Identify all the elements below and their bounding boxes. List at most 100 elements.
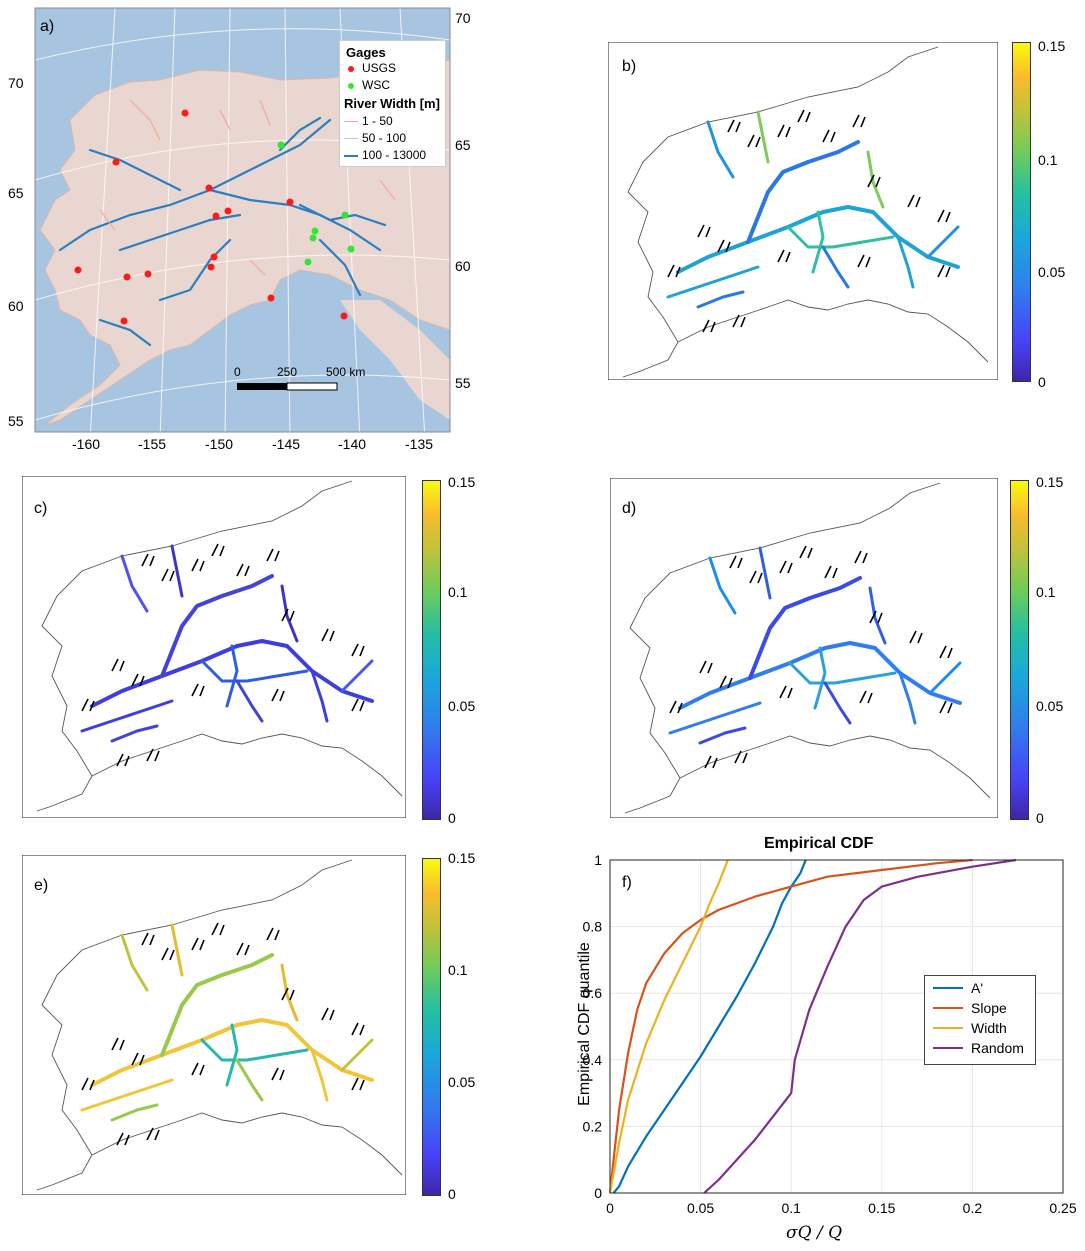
panel-e-map: e) [21, 854, 407, 1196]
colorbar-b-tick-005: 0.05 [1038, 264, 1066, 280]
panel-e-svg [21, 854, 407, 1196]
tributary-segment [824, 565, 838, 579]
width-large-line-icon [344, 155, 358, 157]
cdf-legend: A' Slope Width Random [924, 975, 1036, 1065]
tributary-segment [266, 548, 280, 562]
y-tick-label: 0 [594, 1185, 602, 1201]
map-legend: Gages USGS WSC River Width [m] 1 - 50 50… [339, 40, 446, 167]
cdf-ylabel: Empirical CDF quantile [576, 942, 593, 1106]
colorbar-d-tick-015: 0.15 [1036, 474, 1064, 490]
river-segment [225, 644, 239, 708]
y-tick-label: 0.8 [583, 919, 603, 935]
tributary-segment [211, 922, 225, 936]
tributary-segment [111, 658, 125, 672]
colorbar-d-tick-0: 0 [1036, 810, 1044, 826]
colorbar-e-tick-005: 0.05 [448, 1074, 476, 1090]
panel-c-svg [21, 475, 407, 819]
legend-a: A' [971, 980, 984, 996]
tributary-segment [146, 748, 160, 762]
lat-left-60: 60 [8, 298, 24, 314]
legend-line-random-icon [933, 1047, 963, 1049]
tributary-segment [749, 570, 763, 584]
river-segment [200, 1038, 309, 1062]
river-segment [928, 661, 962, 695]
colorbar-c-tick-015: 0.15 [448, 474, 476, 490]
x-tick-label: 0.1 [781, 1200, 801, 1216]
width-medium-line-icon [344, 138, 358, 139]
usgs-marker-icon [348, 66, 354, 72]
tributary-segment [669, 700, 683, 714]
river-segment [678, 641, 962, 710]
panel-b-map: b) [607, 41, 999, 381]
coastline-outline [36, 480, 403, 812]
tributary-segment [859, 690, 873, 704]
legend-gages-title: Gages [346, 45, 386, 60]
tributary-segment [854, 550, 868, 564]
panel-c-label: c) [34, 500, 48, 517]
tributary-segment [697, 224, 711, 238]
tributary-segment [719, 675, 733, 689]
panel-f-chart: 0 0.05 0.1 0.15 0.2 0.25 0 0.2 0.4 0.6 0.8 1 Empiri… [550, 830, 1085, 1251]
tributary-segment [779, 560, 793, 574]
cdf-series-line [703, 858, 1017, 1194]
tributary-segment [131, 1052, 145, 1066]
river-segment [708, 556, 737, 615]
tributary-segment [867, 174, 881, 188]
tributary-segment [797, 109, 811, 123]
legend-w3: 100 - 13000 [362, 148, 427, 162]
tributary-segment [351, 1022, 365, 1036]
tributary-segment [271, 688, 285, 702]
tributary-segment [747, 134, 761, 148]
river-segment [310, 1048, 329, 1102]
tributary-segment [779, 685, 793, 699]
tributary-segment [777, 249, 791, 263]
tributary-segment [116, 753, 130, 767]
tributary-segment [321, 628, 335, 642]
scalebar-0: 0 [234, 365, 241, 379]
lon-160: -160 [72, 436, 101, 452]
tributary-segment [141, 932, 155, 946]
lon-155: -155 [138, 436, 167, 452]
river-segment [758, 546, 772, 600]
tributary-segment [699, 660, 713, 674]
lat-right-60: 60 [455, 258, 471, 274]
tributary-segment [937, 264, 951, 278]
width-small-line-icon [344, 121, 358, 122]
cdf-series-line [608, 858, 973, 1194]
tributary-segment [161, 568, 175, 582]
legend-random: Random [971, 1040, 1024, 1056]
legend-line-slope-icon [933, 1007, 963, 1009]
tributary-segment [667, 264, 681, 278]
river-segment [813, 646, 827, 710]
scalebar-black [237, 383, 287, 390]
scalebar-white [286, 382, 338, 391]
lat-left-65: 65 [8, 185, 24, 201]
river-segment [666, 265, 760, 299]
tributary-segment [141, 553, 155, 567]
lat-right-55: 55 [455, 375, 471, 391]
tributary-segment [281, 987, 295, 1001]
tributary-segment [281, 608, 295, 622]
panel-c-map: c) [21, 475, 407, 819]
tributary-segment [321, 1007, 335, 1021]
river-segment [110, 1103, 159, 1122]
river-segment [821, 245, 850, 289]
cdf-series-line [608, 859, 729, 1194]
river-segment [926, 225, 960, 259]
lon-140: -140 [338, 436, 367, 452]
tributary-segment [351, 643, 365, 657]
tributary-segment [909, 630, 923, 644]
tributary-segment [857, 254, 871, 268]
legend-w2: 50 - 100 [362, 131, 407, 145]
y-tick-label: 0.4 [583, 1052, 603, 1068]
legend-w1: 1 - 50 [362, 114, 393, 128]
tributary-segment [146, 1127, 160, 1141]
tributary-segment [161, 947, 175, 961]
x-tick-label: 0 [606, 1200, 614, 1216]
river-segment [235, 679, 264, 723]
graticule [34, 7, 451, 440]
river-segment [868, 586, 887, 645]
tributary-segment [111, 1037, 125, 1051]
river-segment [160, 574, 274, 678]
x-tick-label: 0.2 [963, 1200, 983, 1216]
